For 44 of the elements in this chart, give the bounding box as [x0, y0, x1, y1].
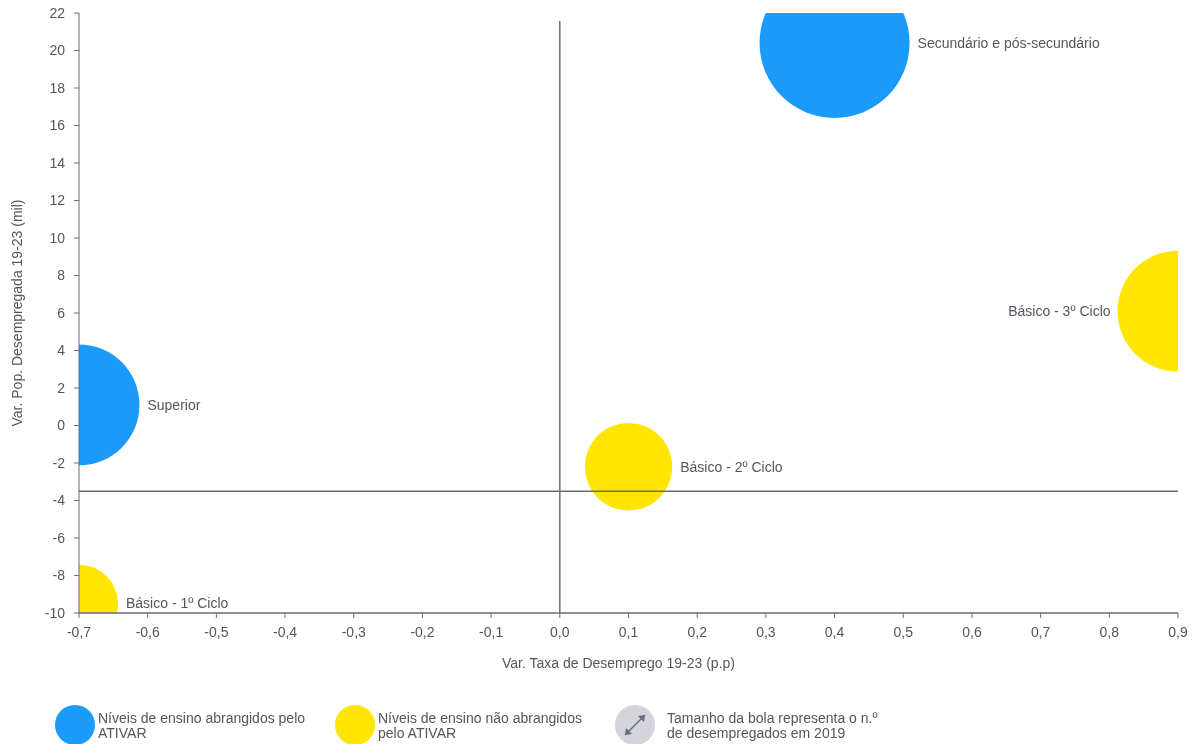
text: Tamanho da bola representa o n.º de desempregados em 2019 [667, 709, 878, 741]
x-tick-label: 0,5 [893, 624, 914, 640]
text: Níveis de ensino abrangidos pelo ATIVAR [98, 709, 306, 741]
x-tick-label: 0,7 [1030, 624, 1051, 640]
x-tick-label: -0,1 [479, 624, 504, 640]
text: Níveis de ensino não abrangidos pelo ATIVAR [378, 709, 582, 741]
x-tick-label: -0,4 [273, 624, 298, 640]
annotation: Básico - 3º Ciclo [1008, 303, 1111, 320]
y-tick-label: 18 [49, 79, 66, 96]
y-tick-label: 14 [49, 154, 66, 171]
y-tick-label: 6 [57, 304, 66, 321]
x-tick-label: 0,6 [962, 624, 982, 640]
x-tick-label: 0,4 [824, 624, 845, 640]
x-tick-label: -0,3 [341, 624, 367, 640]
y-tick-label: 2 [57, 379, 66, 396]
x-tick-label: 0,1 [618, 624, 639, 640]
y-tick-label: -4 [52, 492, 66, 509]
x-tick-label: -0,2 [410, 624, 435, 640]
y-tick-label: 0 [57, 417, 66, 434]
x-tick-label: 0,9 [1168, 624, 1188, 640]
y-tick-label: 4 [57, 342, 66, 359]
x-tick-label: 0,0 [550, 624, 570, 640]
y-tick-label: -8 [52, 567, 66, 584]
y-tick-label: 10 [49, 229, 66, 246]
y-tick-label: -6 [52, 529, 66, 546]
annotation: Básico - 1º Ciclo [125, 594, 229, 611]
x-tick-label: -0,6 [135, 624, 160, 640]
annotation: Básico - 2º Ciclo [680, 458, 783, 475]
y-tick-label: -10 [44, 604, 66, 621]
x-tick-label: -0,7 [66, 624, 92, 640]
annotation: Secundário e pós-secundário [917, 34, 1100, 51]
y-tick-label: 12 [49, 192, 66, 209]
y-tick-label: 22 [49, 4, 66, 21]
y-tick-label: 8 [57, 267, 66, 284]
x-tick-label: 0,2 [687, 624, 708, 640]
x-tick-label: 0,3 [756, 624, 776, 640]
x-tick-label: -0,5 [204, 624, 229, 640]
x-axis-title: Var. Taxa de Desemprego 19-23 (p.p) [502, 655, 735, 671]
annotation: Superior [147, 396, 201, 413]
y-tick-label: 16 [49, 117, 66, 134]
x-tick-label: 0,8 [1099, 624, 1120, 640]
y-axis-title: Var. Pop. Desempregada 19-23 (mil) [9, 199, 25, 427]
y-tick-label: -2 [52, 454, 66, 471]
y-tick-label: 20 [49, 42, 66, 59]
